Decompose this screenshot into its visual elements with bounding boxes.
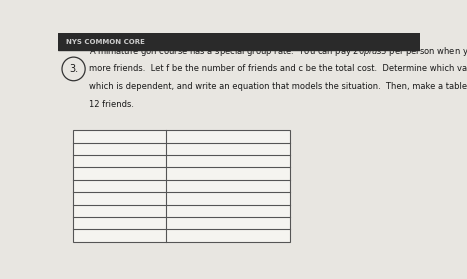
Text: A miniature golf course has a special group rate.  You can pay $20 plus $3 per p: A miniature golf course has a special gr… — [89, 45, 467, 58]
Text: 3.: 3. — [69, 64, 78, 74]
Bar — [58, 33, 420, 50]
Text: which is dependent, and write an equation that models the situation.  Then, make: which is dependent, and write an equatio… — [89, 82, 467, 91]
Text: NYS COMMON CORE: NYS COMMON CORE — [65, 39, 144, 45]
Bar — [73, 130, 290, 242]
Text: 12 friends.: 12 friends. — [89, 100, 134, 109]
Bar — [73, 130, 290, 242]
Text: more friends.  Let f be the number of friends and c be the total cost.  Determin: more friends. Let f be the number of fri… — [89, 64, 467, 73]
